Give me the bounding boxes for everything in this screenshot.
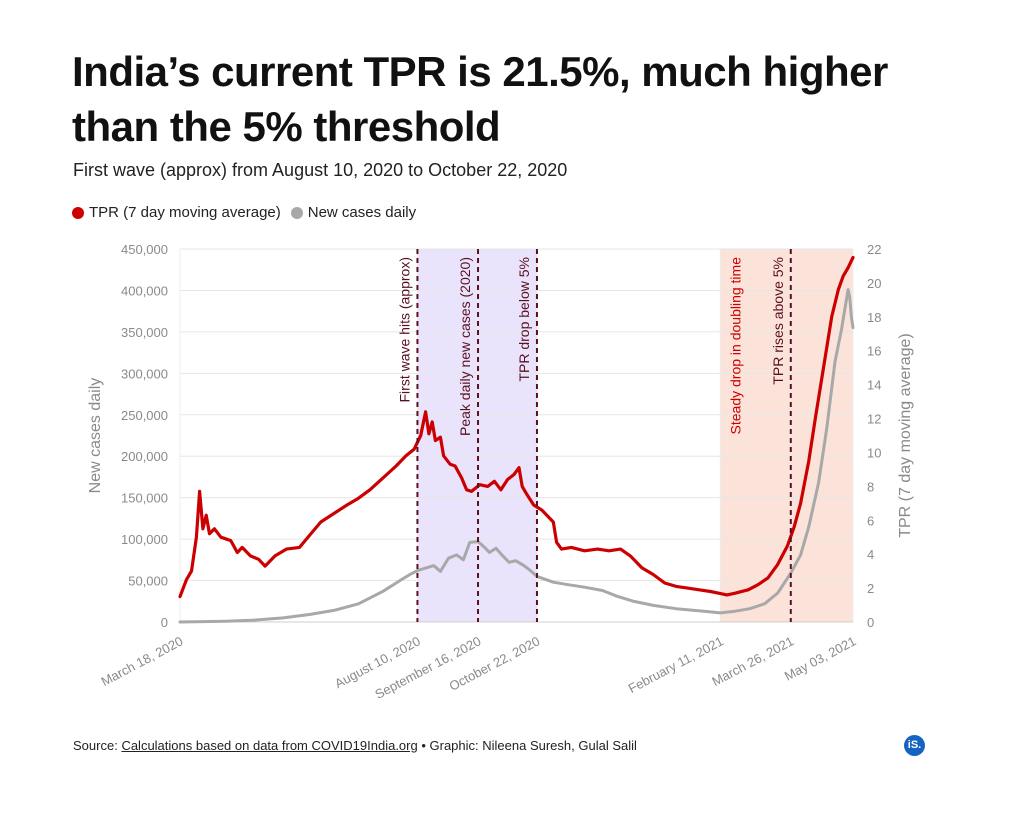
legend-label-cases: New cases daily [307,204,417,221]
y-right-tick-label: 4 [867,547,874,562]
series-line-tpr [178,255,855,599]
y-right-tick-label: 14 [867,378,881,393]
legend-item-tpr[interactable]: TPR (7 day moving average) [72,204,281,221]
y-left-tick-label: 150,000 [121,491,168,506]
y-right-tick-label: 20 [867,276,881,291]
legend-swatch-cases [290,206,303,219]
y-left-tick-label: 100,000 [121,532,168,547]
y-left-tick-label: 400,000 [121,283,168,298]
y-left-tick-label: 50,000 [128,574,168,589]
y-right-tick-label: 16 [867,344,881,359]
y-left-tick-label: 250,000 [121,408,168,423]
legend: TPR (7 day moving average) New cases dai… [72,204,426,221]
annotation-label: TPR rises above 5% [770,257,786,385]
y-left-tick-label: 350,000 [121,325,168,340]
legend-swatch-tpr [72,206,84,219]
y-right-tick-label: 22 [867,242,881,257]
legend-item-cases[interactable]: New cases daily [290,204,417,221]
y-right-tick-label: 2 [867,581,874,596]
annotation-label: First wave hits (approx) [396,257,412,402]
x-tick-label: September 16, 2020 [372,633,483,702]
y-right-axis-title: TPR (7 day moving average) [897,333,914,538]
y-right-tick-label: 8 [867,479,874,494]
y-right-tick-label: 0 [867,615,874,630]
source-prefix: Source: [73,738,118,753]
y-left-tick-label: 200,000 [121,449,168,464]
annotation-label: Steady drop in doubling time [727,257,743,435]
series-line-new-cases [178,288,855,624]
y-right-tick-label: 6 [867,513,874,528]
y-right-tick-label: 18 [867,310,881,325]
y-left-tick-label: 450,000 [121,242,168,257]
annotation-label: Peak daily new cases (2020) [457,257,473,436]
graphic-credit: • Graphic: Nileena Suresh, Gulal Salil [421,738,637,753]
source-link[interactable]: Calculations based on data from COVID19I… [121,738,418,753]
annotation-label: TPR drop below 5% [516,257,532,382]
shaded-band-1 [720,249,853,622]
x-tick-label: March 18, 2020 [99,633,186,689]
y-left-axis-title: New cases daily [87,378,104,494]
footer: Source: Calculations based on data from … [73,738,637,753]
y-right-tick-label: 10 [867,445,881,460]
y-right-tick-label: 12 [867,412,881,427]
brand-logo[interactable]: iS. [904,735,925,756]
legend-label-tpr: TPR (7 day moving average) [89,204,281,221]
x-tick-label: February 11, 2021 [626,633,726,696]
chart-title: India’s current TPR is 21.5%, much highe… [72,48,888,150]
y-left-tick-label: 300,000 [121,366,168,381]
chart-svg: 0 50,000 100,000 150,000 200,000 250,000 300,0… [87,242,914,702]
x-tick-label: May 03, 2021 [782,633,859,683]
y-left-tick-label: 0 [161,615,168,630]
chart-subtitle: First wave (approx) from August 10, 2020… [73,160,568,180]
